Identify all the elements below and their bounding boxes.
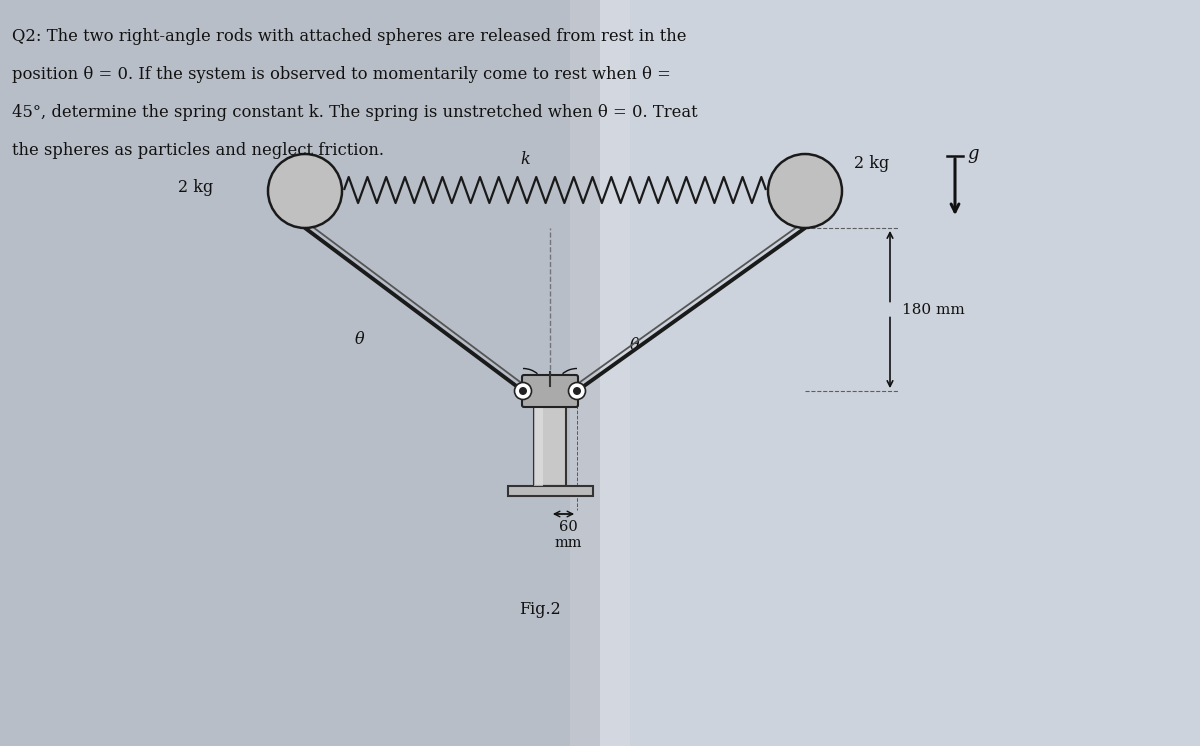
- Text: θ: θ: [355, 330, 365, 348]
- Text: 45°, determine the spring constant k. The spring is unstretched when θ = 0. Trea: 45°, determine the spring constant k. Th…: [12, 104, 697, 121]
- FancyBboxPatch shape: [522, 375, 578, 407]
- Circle shape: [768, 154, 842, 228]
- Text: θ: θ: [630, 337, 640, 354]
- Text: k: k: [520, 151, 530, 168]
- Text: 180 mm: 180 mm: [902, 302, 965, 316]
- Bar: [534, 386, 542, 486]
- Text: Fig.2: Fig.2: [520, 601, 560, 618]
- Text: Q2: The two right-angle rods with attached spheres are released from rest in the: Q2: The two right-angle rods with attach…: [12, 28, 686, 45]
- Circle shape: [520, 387, 527, 395]
- Polygon shape: [570, 0, 630, 746]
- Polygon shape: [0, 0, 600, 746]
- Bar: [508, 486, 593, 496]
- Text: g: g: [967, 145, 978, 163]
- Circle shape: [515, 383, 532, 400]
- Text: 60
mm: 60 mm: [554, 520, 582, 551]
- Circle shape: [574, 387, 581, 395]
- Circle shape: [569, 383, 586, 400]
- Circle shape: [268, 154, 342, 228]
- Bar: [534, 386, 566, 486]
- Text: position θ = 0. If the system is observed to momentarily come to rest when θ =: position θ = 0. If the system is observe…: [12, 66, 671, 83]
- Text: the spheres as particles and neglect friction.: the spheres as particles and neglect fri…: [12, 142, 384, 159]
- Text: 2 kg: 2 kg: [178, 178, 214, 195]
- Polygon shape: [600, 0, 1200, 746]
- Text: 2 kg: 2 kg: [854, 154, 889, 172]
